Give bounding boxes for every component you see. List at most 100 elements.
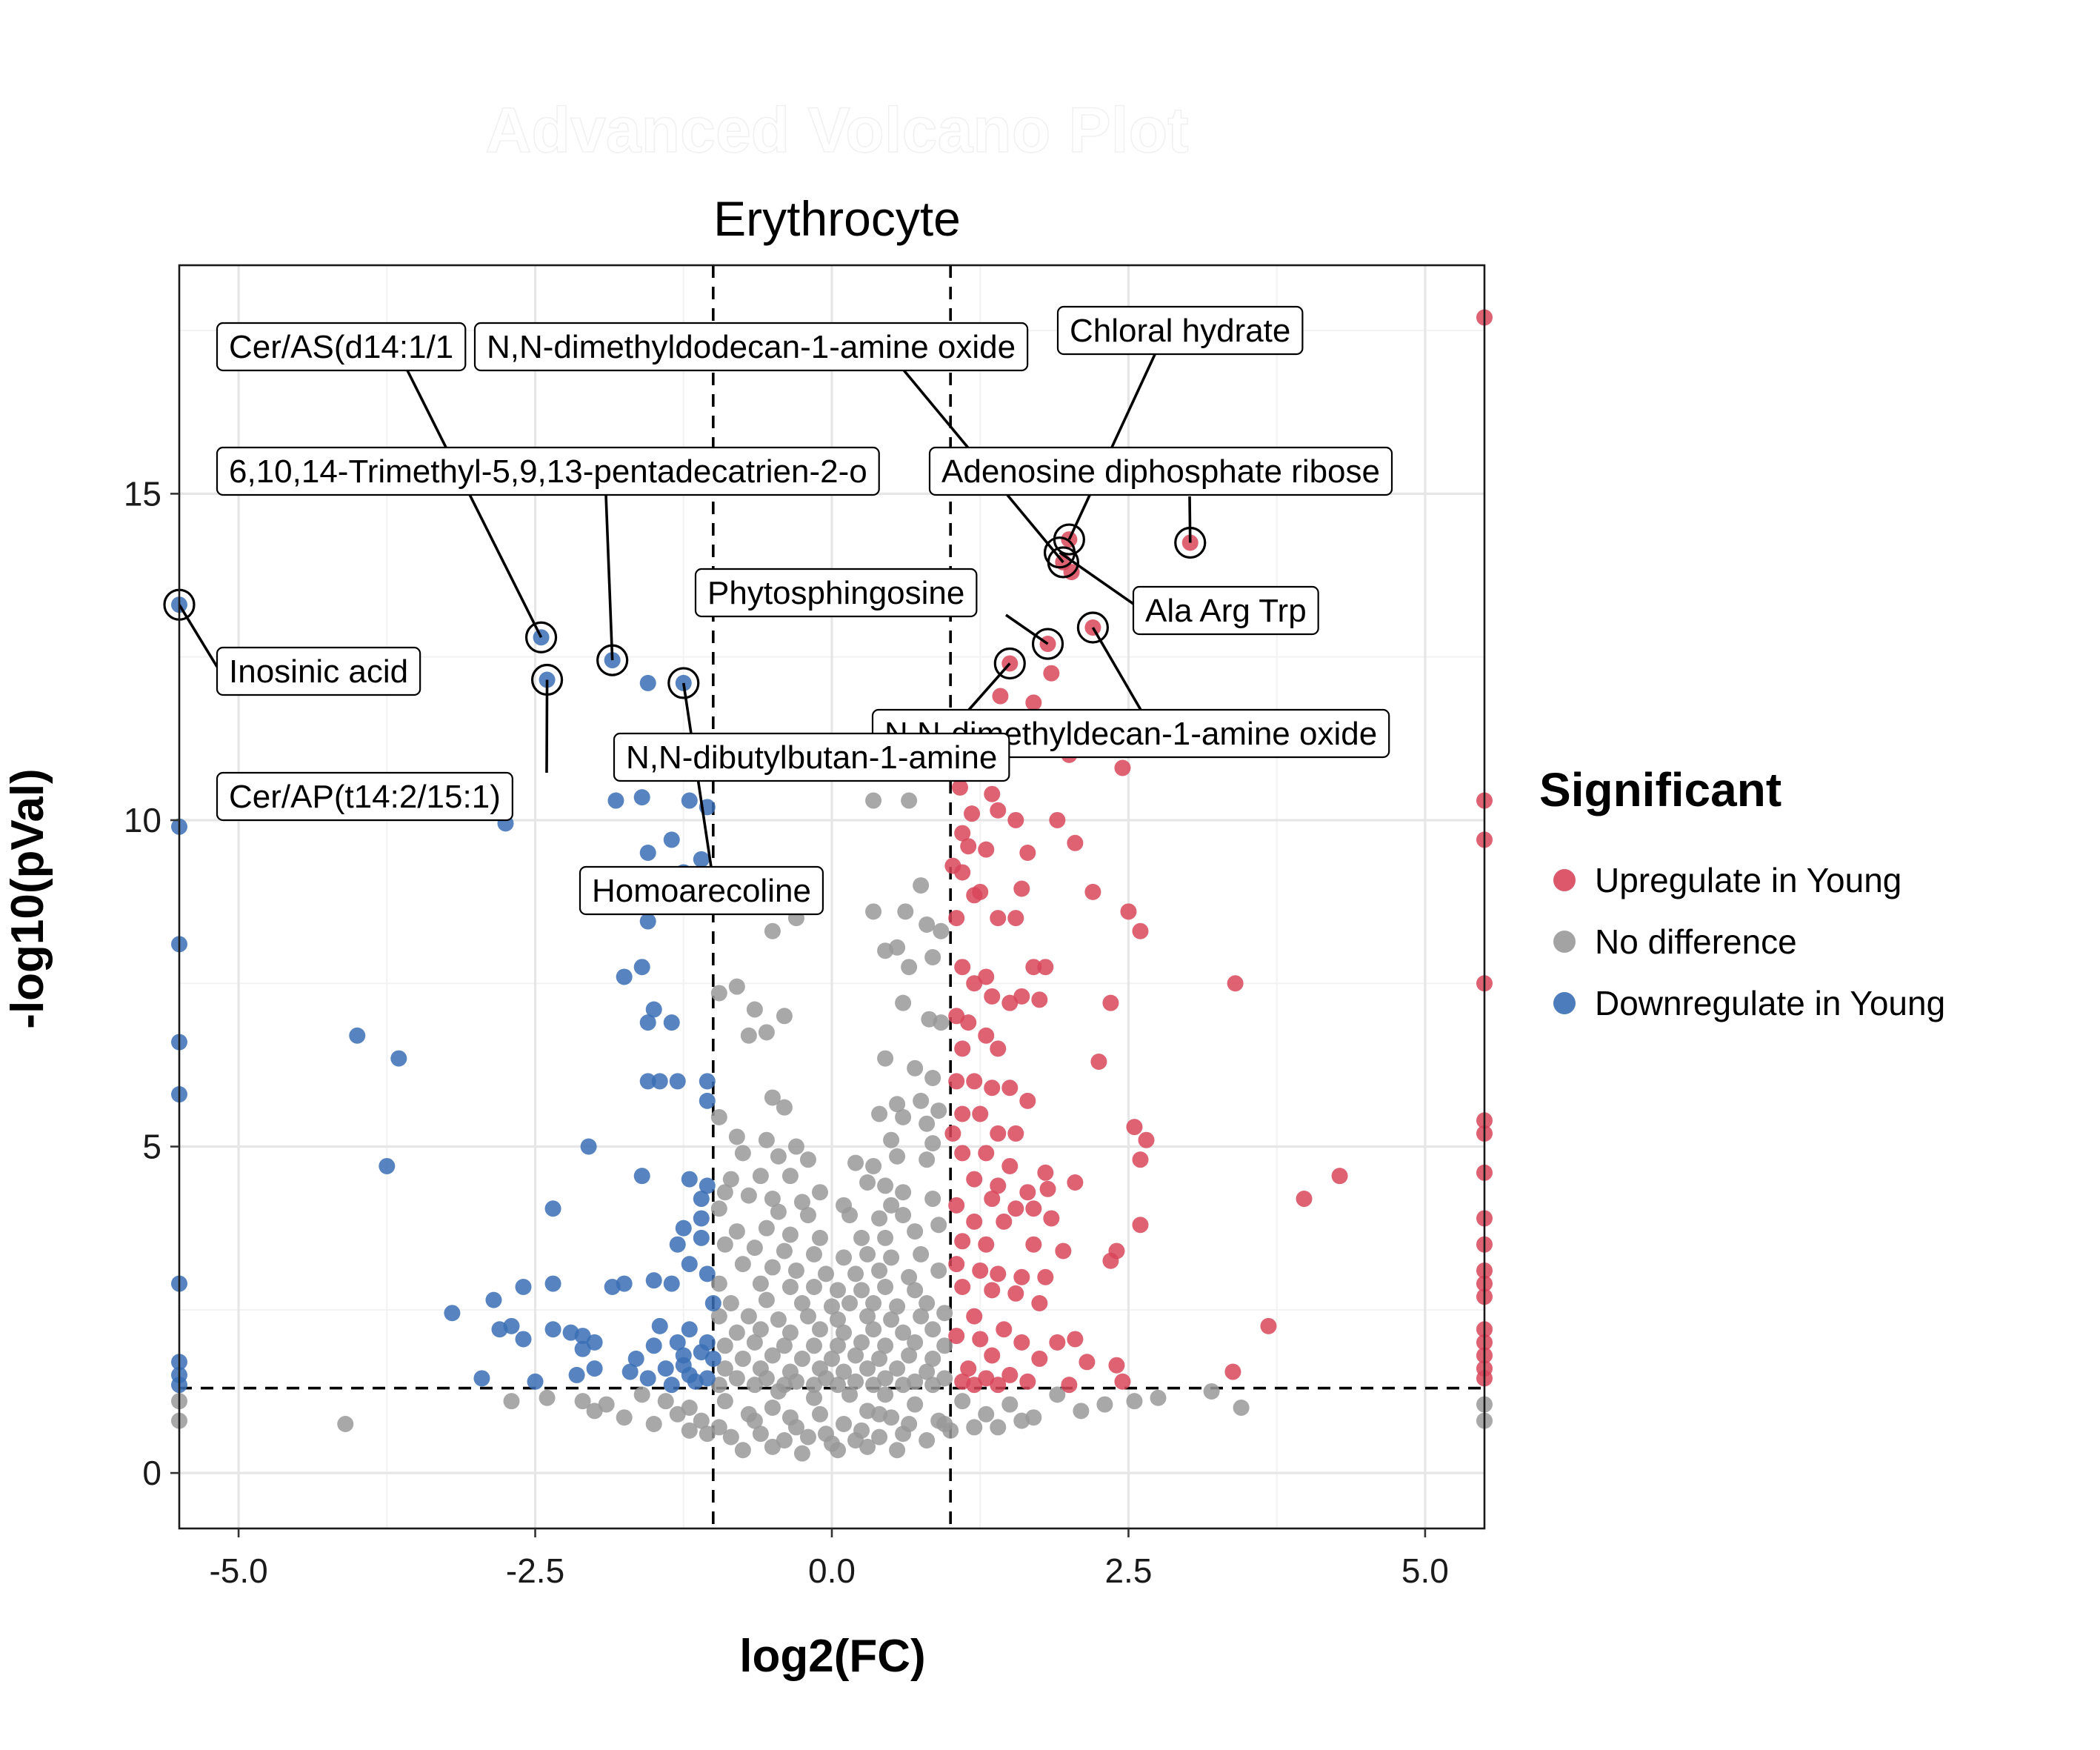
point-label-box — [579, 865, 824, 916]
data-point — [1013, 988, 1030, 1005]
data-point — [681, 792, 698, 809]
data-point — [799, 1308, 816, 1325]
data-point — [639, 845, 656, 862]
data-point — [984, 1282, 1001, 1299]
data-point — [764, 1089, 781, 1106]
data-point — [830, 1282, 847, 1299]
data-point — [722, 1428, 739, 1445]
point-labels: Cer/AS(d14:1/1 N,N-dimethyldodecan-1-amin… — [216, 305, 1393, 916]
highlight-ring — [596, 644, 629, 676]
data-point — [710, 1275, 727, 1292]
data-point — [913, 1092, 930, 1109]
data-point — [1079, 1354, 1096, 1371]
data-point — [954, 864, 971, 881]
data-point — [944, 1125, 961, 1142]
data-point — [830, 1377, 847, 1394]
data-point — [824, 1298, 840, 1315]
data-point — [805, 1389, 822, 1406]
data-point — [1138, 1131, 1155, 1148]
data-point — [722, 1295, 739, 1312]
data-point — [830, 1442, 847, 1459]
data-point — [669, 1334, 686, 1351]
legend-label: No difference — [1595, 922, 1797, 961]
data-point — [907, 1396, 924, 1413]
data-point — [966, 1308, 983, 1325]
data-point — [1039, 1180, 1056, 1197]
data-point — [568, 1366, 585, 1383]
data-point — [776, 1242, 793, 1260]
data-point — [865, 1295, 882, 1312]
data-point — [787, 1262, 804, 1279]
data-point — [895, 1207, 912, 1224]
data-point — [936, 1370, 953, 1387]
legend-key — [1553, 869, 1576, 891]
data-point — [693, 1229, 710, 1246]
data-point — [687, 1373, 704, 1390]
data-point — [1132, 1217, 1149, 1234]
data-point — [978, 1145, 995, 1162]
legend-title: Significant — [1539, 763, 1781, 816]
label-leader-line — [406, 370, 543, 639]
data-point — [693, 1191, 710, 1208]
x-tick-label: -5.0 — [209, 1551, 267, 1590]
data-point — [871, 1428, 888, 1445]
point-label: Cer/AP(t14:2/15:1) — [216, 771, 513, 822]
data-point — [693, 1344, 710, 1361]
data-point — [871, 1210, 888, 1227]
data-point — [990, 1419, 1007, 1436]
data-point — [805, 1245, 822, 1262]
data-point — [913, 1308, 930, 1325]
data-point — [907, 1334, 924, 1351]
data-point — [710, 1308, 727, 1325]
data-point — [859, 1245, 876, 1262]
data-point — [699, 1073, 716, 1090]
data-point — [693, 1210, 710, 1227]
data-point — [710, 1108, 727, 1125]
data-point — [669, 1405, 686, 1423]
data-point — [865, 1321, 882, 1338]
data-point — [964, 805, 981, 822]
data-point — [948, 1008, 965, 1025]
data-point — [633, 1168, 650, 1185]
data-point — [954, 1145, 971, 1162]
data-point — [651, 1317, 668, 1334]
data-point — [746, 1001, 763, 1018]
data-point — [693, 1412, 710, 1429]
data-point — [681, 1256, 698, 1273]
data-point — [871, 1105, 888, 1122]
chart-title: Advanced Volcano Plot — [485, 95, 1188, 166]
data-point — [948, 1073, 965, 1090]
point-label-text: Homoarecoline — [592, 873, 811, 909]
data-point — [871, 1350, 888, 1367]
data-point — [853, 1422, 870, 1439]
data-point — [933, 922, 950, 939]
data-point — [865, 903, 882, 920]
data-point — [740, 1187, 757, 1204]
data-point — [877, 1370, 894, 1387]
label-leader-line — [178, 604, 219, 668]
data-point — [847, 1265, 864, 1282]
x-tick-label: 5.0 — [1401, 1551, 1449, 1590]
data-point — [877, 1177, 894, 1194]
point-label-text: N,N-dibutylbutan-1-amine — [626, 739, 997, 776]
data-point — [1001, 1366, 1019, 1383]
data-point — [645, 1272, 662, 1289]
data-point — [574, 1328, 591, 1345]
data-point — [1001, 1396, 1019, 1413]
data-point — [793, 1194, 810, 1211]
data-point — [1007, 1200, 1024, 1217]
data-point — [954, 1233, 971, 1250]
data-point — [710, 1200, 727, 1217]
data-point — [781, 1324, 799, 1341]
data-point — [574, 1393, 591, 1410]
data-point — [337, 1416, 354, 1433]
data-point — [639, 913, 656, 930]
data-point — [776, 1337, 793, 1354]
data-point — [936, 1416, 953, 1433]
data-point — [948, 910, 965, 927]
data-point — [966, 1073, 983, 1090]
data-point — [758, 1370, 775, 1387]
data-point — [758, 1131, 775, 1148]
data-point — [996, 1321, 1013, 1338]
data-point — [960, 838, 977, 855]
